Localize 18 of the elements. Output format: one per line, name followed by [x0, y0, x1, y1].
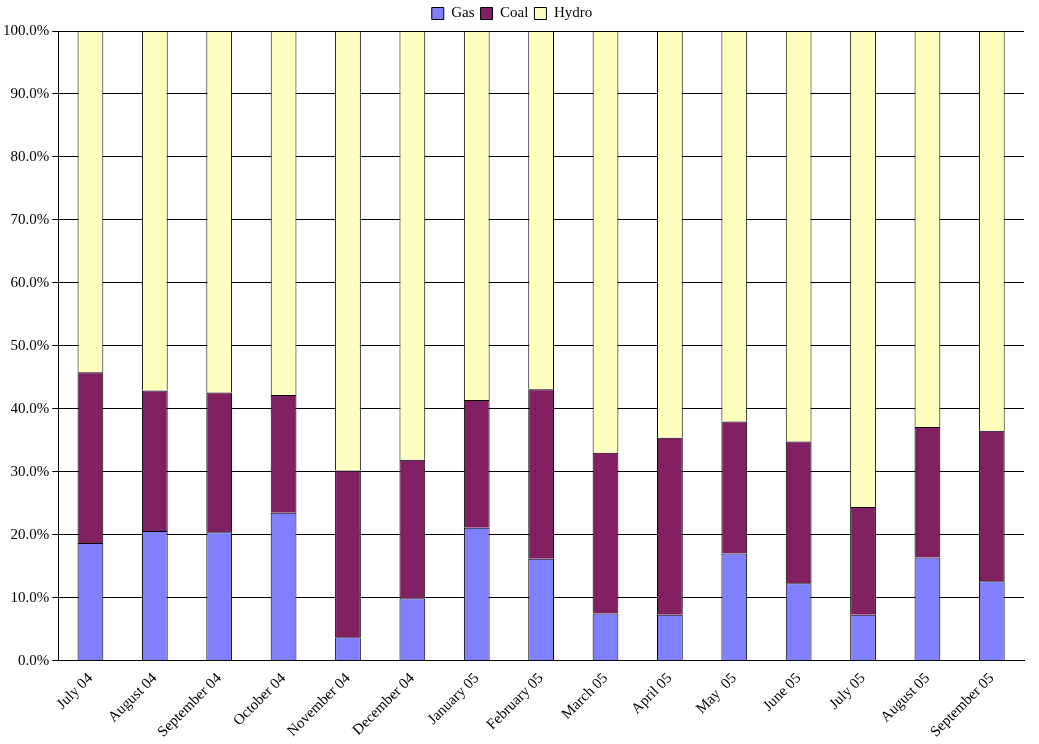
x-tick-label: July 05: [825, 669, 868, 712]
x-tick-label: May 05: [692, 669, 740, 717]
y-tick-label: 60.0%: [10, 273, 50, 290]
y-tick-label: 70.0%: [10, 210, 50, 227]
y-tick-label: 30.0%: [10, 462, 50, 479]
legend-label: Coal: [500, 4, 529, 21]
x-tick-label: June 05: [759, 669, 804, 714]
y-tick-label: 90.0%: [10, 84, 50, 101]
y-tick-label: 0.0%: [18, 651, 50, 668]
legend-label: Hydro: [553, 4, 593, 21]
y-tick-label: 100.0%: [3, 21, 50, 38]
y-tick-label: 40.0%: [10, 399, 50, 416]
legend-label: Gas: [451, 4, 475, 21]
x-tick-label: July 04: [53, 669, 96, 712]
y-tick-label: 50.0%: [10, 336, 50, 353]
y-tick-label: 80.0%: [10, 147, 50, 164]
y-tick-label: 10.0%: [10, 588, 50, 605]
y-tick-label: 20.0%: [10, 525, 50, 542]
